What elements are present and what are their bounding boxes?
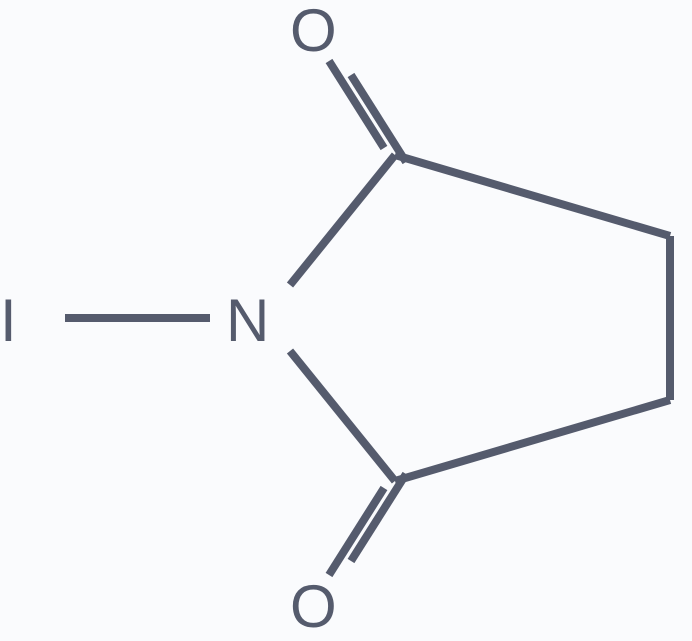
bond-cbottom-crightbottom: [395, 400, 670, 481]
bond-ctop-otop-1: [329, 61, 384, 148]
molecule-canvas: [0, 0, 692, 636]
atom-label-o-top: O: [290, 0, 337, 65]
atom-label-n: N: [226, 286, 269, 355]
bond-ctop-crighttop: [395, 155, 670, 236]
bond-n-cbottom: [290, 351, 395, 481]
bonds-group: [65, 61, 670, 575]
bond-ctop-otop-2: [351, 75, 406, 162]
atom-label-i: I: [0, 286, 17, 355]
bond-cbottom-obottom-1: [329, 488, 384, 575]
atom-label-o-bottom: O: [290, 572, 337, 641]
bond-n-ctop: [290, 155, 395, 285]
bond-cbottom-obottom-2: [351, 474, 406, 561]
